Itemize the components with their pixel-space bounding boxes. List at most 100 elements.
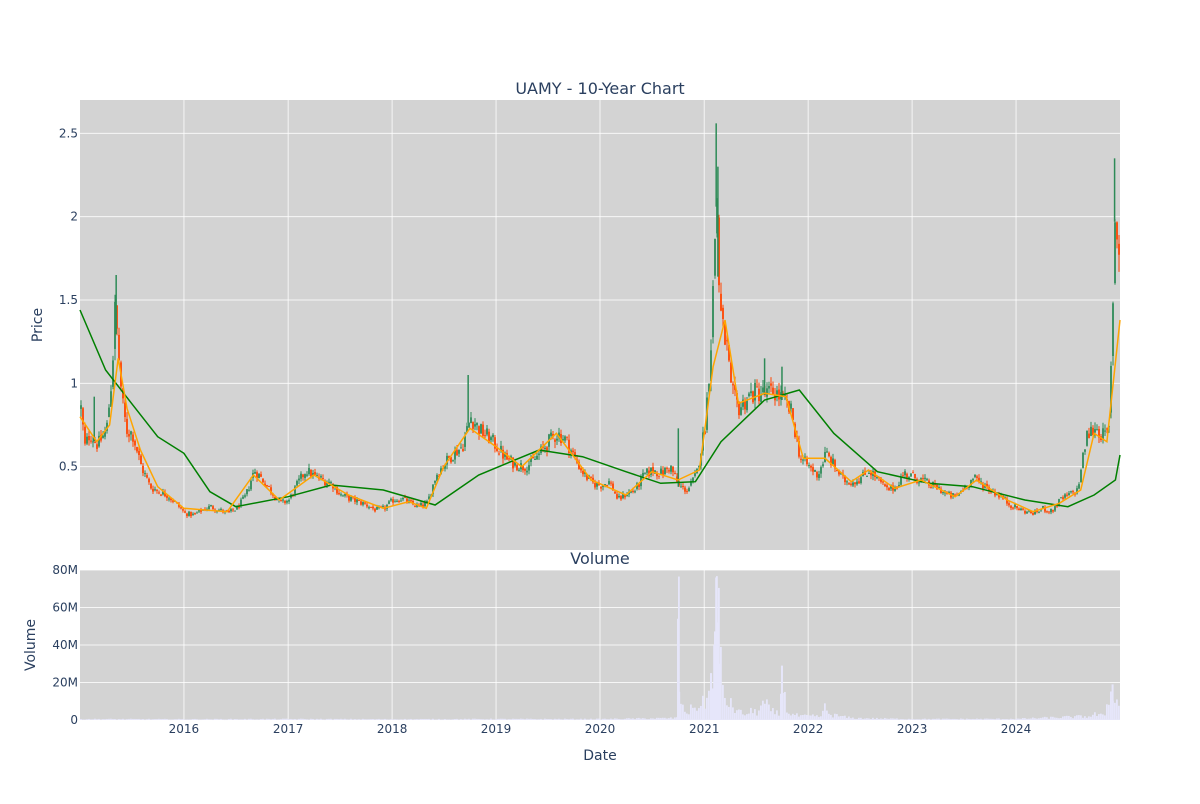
volume-bar: [814, 716, 816, 720]
volume-bar: [488, 719, 490, 720]
volume-bar: [326, 718, 328, 720]
volume-bar: [274, 718, 276, 720]
volume-bar: [414, 719, 416, 720]
volume-bar: [216, 718, 218, 720]
volume-bar: [404, 718, 406, 720]
volume-bar: [1004, 719, 1006, 720]
candle-body: [740, 407, 742, 415]
volume-bar: [974, 719, 976, 720]
volume-bar: [172, 719, 174, 720]
candle-body: [860, 477, 862, 483]
candle-body: [260, 474, 262, 477]
volume-bar: [122, 718, 124, 720]
candle-body: [904, 471, 906, 476]
candle-body: [160, 494, 162, 496]
volume-bar: [156, 719, 158, 720]
candle-body: [922, 478, 924, 480]
candle-body: [606, 484, 608, 487]
volume-bar: [750, 707, 752, 720]
volume-bar: [442, 719, 444, 721]
volume-bar: [112, 719, 114, 720]
volume-bar: [244, 718, 246, 720]
price-y-tick-label: 1.5: [59, 293, 78, 307]
volume-bar: [690, 704, 692, 720]
volume-bar: [516, 718, 518, 720]
volume-bar: [1046, 717, 1048, 720]
candle-body: [126, 418, 128, 434]
volume-bar: [538, 719, 540, 720]
volume-bar: [340, 718, 342, 720]
candle-body: [530, 457, 532, 462]
volume-bar: [940, 719, 942, 720]
volume-bar: [882, 718, 884, 720]
volume-bar: [240, 719, 242, 720]
candle-body: [836, 470, 838, 472]
candle-body: [116, 305, 118, 329]
volume-bar: [884, 717, 886, 720]
volume-bar: [978, 719, 980, 720]
volume-bar: [870, 718, 872, 720]
candle-body: [930, 486, 932, 488]
candle-body: [484, 435, 486, 437]
candle-body: [100, 435, 102, 441]
candle-body: [284, 501, 286, 503]
candle-body: [816, 472, 818, 478]
candle-body: [1048, 511, 1050, 513]
volume-bar: [206, 718, 208, 720]
volume-bar: [658, 717, 660, 720]
candle-body: [324, 480, 326, 486]
candle-body: [208, 506, 210, 510]
volume-bar: [1008, 719, 1010, 720]
volume-bar: [736, 710, 738, 720]
volume-bar: [980, 718, 982, 720]
volume-bar: [308, 719, 310, 720]
candle-body: [806, 458, 808, 465]
candle-body: [84, 426, 86, 444]
candle-body: [250, 480, 252, 490]
volume-y-tick-label: 20M: [52, 676, 78, 690]
volume-bar: [328, 718, 330, 720]
volume-bar: [204, 719, 206, 720]
volume-bar: [1006, 719, 1008, 720]
volume-bar: [574, 719, 576, 721]
candle-body: [662, 470, 664, 476]
candle-body: [124, 402, 126, 417]
volume-spike-bar: [713, 645, 716, 720]
candle-body: [770, 383, 772, 386]
volume-bar: [572, 718, 574, 720]
volume-bar: [644, 718, 646, 720]
volume-bar: [806, 714, 808, 720]
volume-bar: [1058, 718, 1060, 720]
volume-bar: [468, 718, 470, 720]
candle-body: [1098, 429, 1100, 438]
candle-body: [104, 431, 106, 437]
volume-bar: [1076, 715, 1078, 720]
candle-body: [274, 496, 276, 500]
volume-bar: [168, 719, 170, 721]
volume-bar: [208, 719, 210, 720]
volume-bar: [446, 719, 448, 720]
candle-body: [110, 391, 112, 407]
volume-bar: [566, 718, 568, 720]
candle-body: [622, 493, 624, 499]
candle-body: [722, 307, 724, 319]
candle-body: [358, 500, 360, 502]
candle-body: [1118, 243, 1120, 255]
candle-body: [106, 422, 108, 431]
volume-bar: [474, 718, 476, 720]
volume-y-tick-label: 40M: [52, 638, 78, 652]
volume-bar: [316, 718, 318, 720]
candle-body: [1116, 222, 1118, 240]
volume-bar: [668, 718, 670, 720]
volume-bar: [184, 719, 186, 721]
volume-bar: [718, 587, 720, 720]
volume-bar: [862, 718, 864, 720]
volume-bar: [532, 719, 534, 720]
price-y-tick-label: 0.5: [59, 460, 78, 474]
volume-bar: [478, 718, 480, 720]
volume-bar: [1018, 718, 1020, 720]
volume-bar: [248, 718, 250, 720]
candle-body: [454, 449, 456, 460]
volume-bar: [320, 718, 322, 720]
